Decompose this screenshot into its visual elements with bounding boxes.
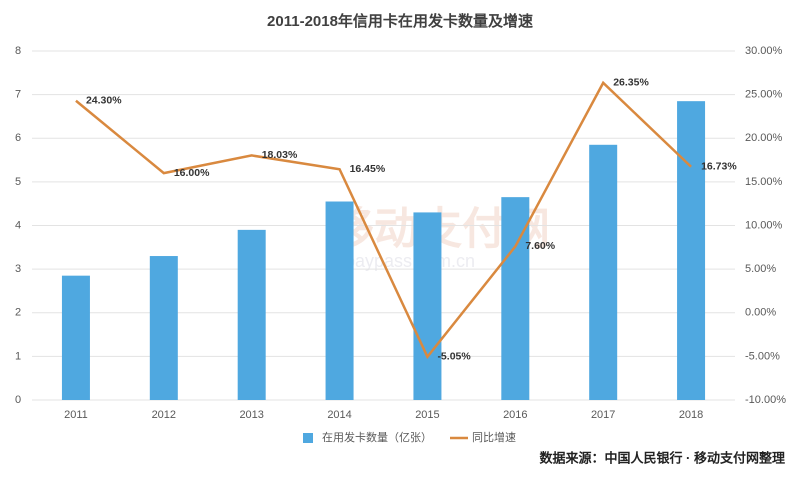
y2-tick-label: 5.00% <box>745 263 776 275</box>
bar <box>61 275 90 400</box>
y-tick-label: 3 <box>15 263 21 275</box>
data-label: 16.73% <box>701 161 737 173</box>
source: 数据来源：中国人民银行 · 移动支付网整理 <box>539 450 785 465</box>
y-tick-label: 6 <box>15 132 21 144</box>
bar <box>589 144 618 400</box>
y-tick-label: 4 <box>15 219 21 231</box>
x-tick-label: 2012 <box>152 409 176 421</box>
data-label: 18.03% <box>262 149 298 161</box>
data-label: 16.45% <box>350 163 386 175</box>
data-label: -5.05% <box>437 351 471 363</box>
bar <box>149 256 178 400</box>
y-tick-label: 0 <box>15 394 21 406</box>
bar <box>237 229 266 400</box>
y2-tick-label: 0.00% <box>745 307 776 319</box>
y-tick-label: 2 <box>15 307 21 319</box>
y2-tick-label: 25.00% <box>745 89 783 101</box>
y2-tick-label: 15.00% <box>745 176 783 188</box>
bar <box>413 212 442 400</box>
y2-tick-label: 20.00% <box>745 132 783 144</box>
y-tick-label: 8 <box>15 45 21 57</box>
y2-tick-label: -5.00% <box>745 350 780 362</box>
bar <box>677 101 706 400</box>
y-tick-label: 7 <box>15 89 21 101</box>
y-tick-label: 5 <box>15 176 21 188</box>
line <box>75 80 692 360</box>
x-tick-label: 2017 <box>591 409 615 421</box>
y2-tick-label: -10.00% <box>745 394 786 406</box>
data-label: 16.00% <box>174 167 210 179</box>
data-label: 24.30% <box>86 95 122 107</box>
x-tick-label: 2013 <box>239 409 263 421</box>
y-tick-label: 1 <box>15 350 21 362</box>
x-tick-label: 2011 <box>64 409 88 421</box>
y2-tick-label: 10.00% <box>745 219 783 231</box>
x-tick-label: 2015 <box>415 409 439 421</box>
data-label: 7.60% <box>525 240 555 252</box>
legend-label: 在用发卡数量（亿张） <box>322 430 432 444</box>
bar <box>325 201 354 400</box>
data-label: 26.35% <box>613 77 649 89</box>
x-tick-label: 2018 <box>679 409 703 421</box>
legend-label: 同比增速 <box>472 430 516 444</box>
y2-tick-label: 30.00% <box>745 45 783 57</box>
chart-title: 2011-2018年信用卡在用发卡数量及增速 <box>267 12 533 30</box>
x-tick-label: 2016 <box>503 409 527 421</box>
x-tick-label: 2014 <box>327 409 351 421</box>
legend-swatch <box>303 433 313 443</box>
